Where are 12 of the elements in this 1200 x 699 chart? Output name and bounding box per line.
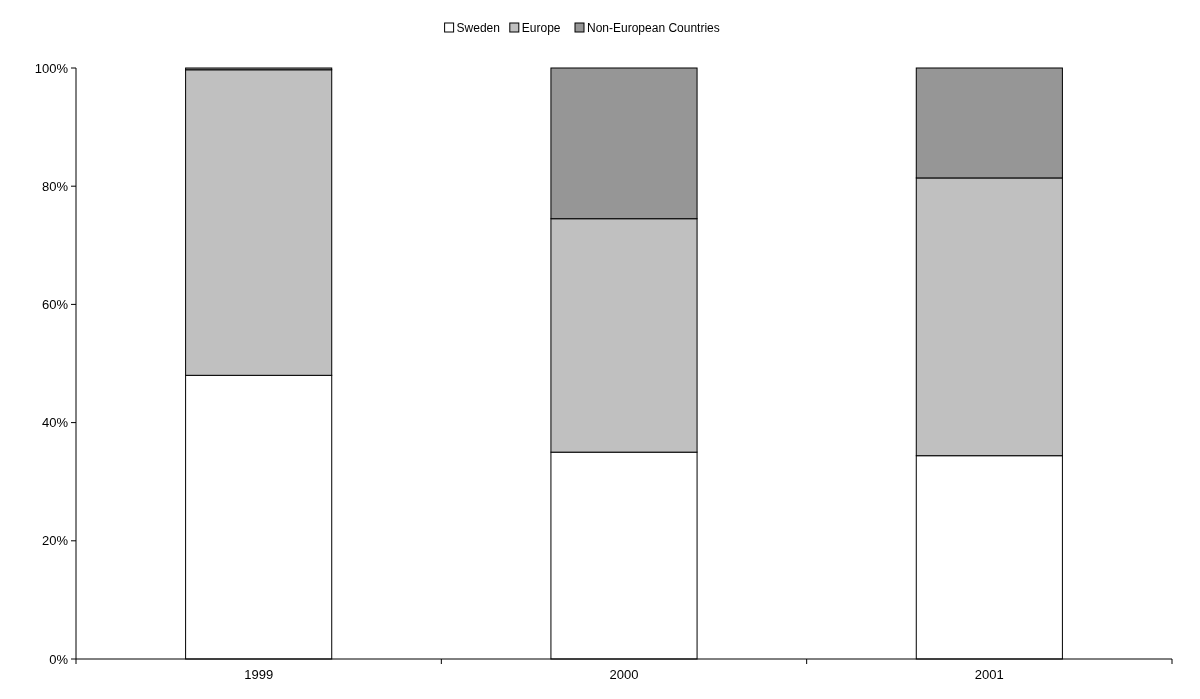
y-tick-label: 60% (41, 296, 69, 312)
y-tick-label: 40% (41, 415, 69, 431)
y-tick-label: 0% (49, 651, 69, 667)
x-tick-label: 2000 (609, 667, 639, 682)
legend-label: Europe (521, 21, 561, 36)
legend-label: Non-European Countries (587, 21, 720, 36)
legend-label: Sweden (456, 21, 500, 36)
x-tick-label: 1999 (244, 667, 274, 682)
y-tick-label: 80% (41, 178, 69, 194)
y-tick-label: 20% (41, 533, 69, 549)
x-tick-label: 2001 (974, 667, 1004, 682)
y-tick-label: 100% (34, 60, 69, 76)
